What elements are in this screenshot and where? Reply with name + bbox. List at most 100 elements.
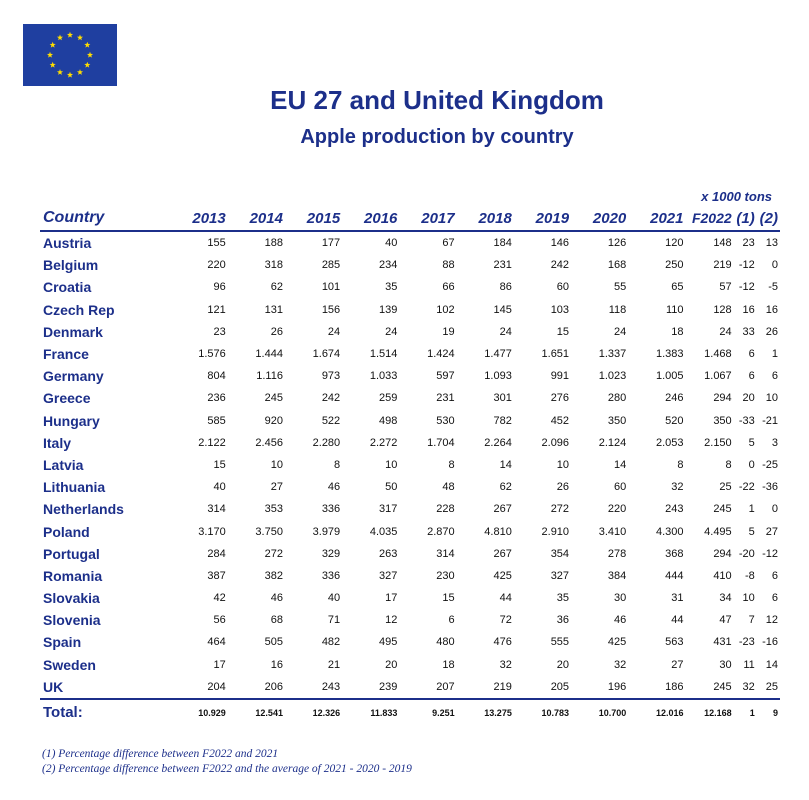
total-cell: 10.783 [513, 697, 572, 726]
table-cell: -22 [738, 481, 755, 494]
table-cell: 62 [499, 481, 512, 494]
table-cell: 301 [493, 392, 512, 405]
table-cell: 242 [550, 259, 570, 272]
table-cell: 3.410 [598, 525, 627, 538]
table-cell: 245 [713, 503, 732, 516]
country-name: Italy [43, 434, 72, 451]
flag-star-icon [66, 31, 74, 38]
table-cell: 285 [321, 259, 341, 272]
table-cell: -23 [738, 636, 755, 649]
table-cell: 102 [436, 303, 455, 316]
table-cell: 121 [207, 303, 226, 316]
country-name: Latvia [43, 456, 84, 473]
table-cell: 259 [379, 392, 398, 405]
table-cell: 6 [771, 592, 778, 605]
table-cell: 10 [385, 458, 398, 471]
table-cell: 205 [550, 680, 570, 693]
table-cell: 276 [550, 392, 570, 405]
table-cell: 228 [436, 503, 455, 516]
table-cell: 5 [748, 525, 755, 538]
table-cell: 263 [379, 547, 398, 560]
table-cell: 17 [385, 592, 398, 605]
column-header-2020: 2020 [571, 206, 629, 232]
table-cell: 72 [499, 614, 512, 627]
table-cell: 23 [213, 325, 226, 338]
table-cell: 101 [321, 281, 341, 294]
column-header-2015: 2015 [284, 206, 343, 232]
table-cell: -33 [738, 414, 755, 427]
table-cell: 110 [665, 303, 684, 316]
total-cell: 12.326 [284, 697, 343, 726]
table-cell: 250 [665, 259, 684, 272]
flag-star-icon [56, 69, 64, 75]
table-cell: 118 [608, 303, 627, 316]
table-cell: 8 [448, 458, 455, 471]
table-cell: 294 [713, 547, 732, 560]
table-cell: 2.053 [655, 436, 684, 449]
table-cell: 10 [270, 458, 283, 471]
table-cell: 1.023 [598, 370, 627, 383]
table-row: Lithuania 40 27 46 50 48 62 26 60 32 25 -22 -36 [40, 476, 780, 498]
table-cell: 243 [665, 503, 684, 516]
table-cell: 186 [665, 680, 684, 693]
table-cell: 30 [614, 592, 627, 605]
table-cell: 55 [614, 281, 627, 294]
table-cell: 973 [321, 370, 341, 383]
table-cell: 1 [748, 503, 755, 516]
table-row: Austria 155 188 177 40 67 184 146 126 120 148 23 13 [40, 231, 780, 254]
country-name: Belgium [43, 257, 99, 274]
table-cell: 236 [207, 392, 226, 405]
footnote-1: (1) Percentage difference between F2022 … [42, 748, 279, 760]
table-cell: 2.096 [541, 436, 570, 449]
country-name: France [43, 346, 89, 363]
table-cell: 2.910 [541, 525, 570, 538]
table-cell: 44 [499, 592, 512, 605]
table-row: Greece 236 245 242 259 231 301 276 280 246 294 20 10 [40, 387, 780, 409]
table-cell: 30 [719, 658, 732, 671]
table-cell: -12 [762, 547, 778, 560]
table-cell: 495 [379, 636, 398, 649]
table-cell: 168 [607, 259, 627, 272]
table-cell: 10 [742, 592, 755, 605]
table-cell: 14 [499, 458, 512, 471]
table-cell: 280 [607, 392, 627, 405]
table-cell: 15 [556, 325, 570, 338]
table-cell: 0 [771, 503, 778, 516]
country-name: Croatia [43, 279, 92, 296]
table-cell: 128 [713, 303, 732, 316]
table-cell: 66 [442, 281, 455, 294]
table-cell: 40 [327, 592, 341, 605]
country-name: Romania [43, 567, 103, 584]
table-cell: 31 [671, 592, 684, 605]
table-cell: 26 [765, 325, 778, 338]
table-cell: 329 [321, 547, 341, 560]
table-cell: 6 [771, 569, 778, 582]
table-cell: 431 [713, 636, 732, 649]
table-cell: 1.383 [655, 348, 684, 361]
table-cell: 3.979 [312, 525, 341, 538]
table-cell: 314 [436, 547, 455, 560]
column-header-2018: 2018 [456, 206, 514, 232]
table-cell: 207 [436, 680, 455, 693]
total-cell: 12.016 [628, 697, 686, 726]
table-cell: 24 [614, 325, 627, 338]
country-name: UK [43, 678, 64, 695]
page-subtitle: Apple production by country [300, 126, 574, 148]
table-cell: 32 [614, 658, 627, 671]
table-cell: 24 [385, 325, 398, 338]
column-header-2021: 2021 [628, 206, 686, 232]
table-cell: 27 [270, 481, 283, 494]
table-cell: -12 [738, 259, 755, 272]
table-row: Latvia 15 10 8 10 8 14 10 14 8 8 0 -25 [40, 454, 780, 476]
table-cell: 40 [213, 481, 226, 494]
country-name: Slovenia [43, 612, 101, 629]
table-cell: 3.170 [198, 525, 226, 538]
table-cell: 34 [719, 592, 732, 605]
table-cell: 42 [213, 592, 226, 605]
table-cell: 26 [556, 481, 570, 494]
table-cell: 563 [665, 636, 684, 649]
table-cell: 2.264 [484, 436, 512, 449]
country-name: Greece [43, 390, 91, 407]
table-cell: 20 [556, 658, 570, 671]
flag-star-icon [84, 61, 91, 68]
